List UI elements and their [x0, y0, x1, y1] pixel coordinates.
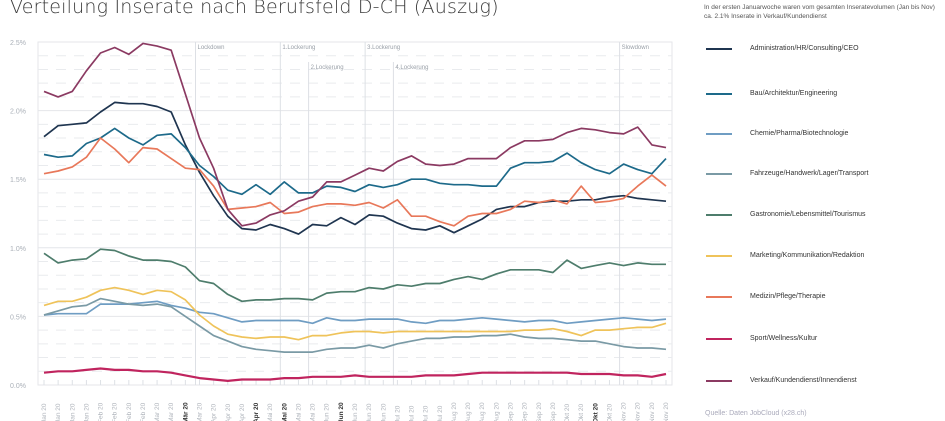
x-tick-label: Jul 20: [409, 405, 416, 421]
legend-label: Fahrzeuge/Handwerk/Lager/Transport: [750, 170, 869, 177]
legend-swatch: [706, 48, 732, 50]
y-tick-label: 0.5%: [10, 314, 26, 321]
legend-swatch: [706, 255, 732, 257]
x-tick-label: Jun 20: [338, 402, 345, 421]
x-tick-label: Nov 20: [635, 402, 642, 421]
legend-swatch: [706, 173, 732, 175]
event-marker-label: Lockdown: [198, 45, 225, 51]
legend-swatch: [706, 380, 732, 382]
x-tick-label: Feb 20: [112, 402, 119, 421]
x-tick-label: Jan 20: [83, 403, 90, 421]
x-tick-label: Mar 20: [197, 402, 204, 421]
series-line: [43, 248, 666, 303]
x-tick-label: Jul 20: [423, 405, 430, 421]
x-tick-label: Jun 20: [366, 403, 373, 421]
event-marker-label: 2.Lockerung: [311, 65, 344, 71]
x-tick-label: Okt 20: [578, 403, 585, 421]
legend-swatch: [706, 296, 732, 298]
x-tick-label: Nov 20: [663, 402, 670, 421]
x-tick-label: Mar 20: [154, 402, 161, 421]
legend-swatch: [706, 338, 732, 340]
y-tick-label: 1.5%: [10, 177, 26, 184]
legend-swatch: [706, 214, 732, 216]
series-line: [43, 300, 667, 325]
x-tick-label: Okt 20: [606, 403, 613, 421]
x-tick-label: Aug 20: [451, 402, 458, 421]
x-tick-label: Feb 20: [126, 402, 133, 421]
line-chart: 0.0% 0.5% 1.0% 1.5% 2.0% 2.5% Lockdown 1.Locker…: [10, 40, 673, 421]
x-tick-label: Jun 20: [380, 403, 387, 421]
legend-item: Medizin/Pflege/Therapie: [700, 291, 945, 303]
x-tick-label: Jul 20: [394, 405, 401, 421]
x-tick-label: Aug 20: [493, 402, 500, 421]
legend: Administration/HR/Consulting/CEO Bau/Arch…: [700, 0, 945, 421]
x-tick-label: Mai 20: [295, 403, 302, 421]
x-tick-label: Mai 20: [310, 403, 317, 421]
legend-item: Marketing/Kommunikation/Redaktion: [700, 250, 945, 262]
y-tick-label: 1.0%: [10, 246, 26, 253]
series-line: [43, 297, 667, 353]
x-tick-label: Jan 20: [69, 403, 76, 421]
x-tick-label: Jul 20: [437, 405, 444, 421]
event-marker-label: 4.Lockerung: [395, 65, 428, 71]
x-tick-label: Jun 20: [324, 403, 331, 421]
x-tick-label: Mär 20: [182, 402, 189, 421]
x-tick-label: Sep 20: [522, 402, 529, 421]
legend-label: Administration/HR/Consulting/CEO: [750, 45, 859, 52]
legend-label: Medizin/Pflege/Therapie: [750, 293, 826, 300]
x-tick-label: Apr 20: [211, 403, 218, 421]
x-tick-label: Aug 20: [479, 402, 486, 421]
y-tick-label: 2.0%: [10, 109, 26, 116]
legend-label: Marketing/Kommunikation/Redaktion: [750, 252, 865, 259]
legend-label: Verkauf/Kundendienst/Innendienst: [750, 377, 857, 384]
legend-item: Fahrzeuge/Handwerk/Lager/Transport: [700, 168, 945, 180]
x-tick-label: Jan 20: [55, 403, 62, 421]
x-tick-label: Nov 20: [649, 402, 656, 421]
x-tick-label: Okt 20: [564, 403, 571, 421]
series-line: [43, 42, 667, 227]
x-tick-label: Sep 20: [508, 402, 515, 421]
series-line: [43, 137, 667, 227]
x-tick-label: Apr 20: [253, 402, 260, 421]
legend-item: Gastronomie/Lebensmittel/Tourismus: [700, 209, 945, 221]
legend-item: Verkauf/Kundendienst/Innendienst: [700, 375, 945, 387]
series-line: [43, 367, 667, 382]
y-tick-label: 0.0%: [10, 383, 26, 390]
x-tick-label: Jun 20: [352, 403, 359, 421]
legend-label: Sport/Wellness/Kultur: [750, 335, 818, 342]
event-marker-label: 3.Lockerung: [367, 45, 400, 51]
event-marker-label: Slowdown: [622, 45, 649, 51]
series-line: [43, 101, 667, 235]
legend-swatch: [706, 93, 732, 95]
chart-note: In der ersten Januarwoche waren vom gesa…: [704, 4, 935, 20]
x-tick-label: Nov 20: [621, 402, 628, 421]
x-tick-label: Apr 20: [225, 403, 232, 421]
x-tick-label: Feb 20: [140, 402, 147, 421]
source-note: Quelle: Daten JobCloud (x28.ch): [705, 410, 807, 417]
x-tick-label: Mai 20: [281, 403, 288, 421]
x-tick-label: Mai 20: [267, 403, 274, 421]
legend-label: Gastronomie/Lebensmittel/Tourismus: [750, 211, 866, 218]
legend-item: Administration/HR/Consulting/CEO: [700, 43, 945, 55]
series-line: [43, 127, 667, 196]
legend-item: Bau/Architektur/Engineering: [700, 88, 945, 100]
x-tick-label: Sep 20: [536, 402, 543, 421]
x-tick-label: Sep 20: [550, 402, 557, 421]
series-line: [43, 286, 667, 341]
legend-label: Chemie/Pharma/Biotechnologie: [750, 130, 849, 137]
x-tick-label: Aug 20: [465, 402, 472, 421]
chart-title: Verteilung Inserate nach Berufsfeld D-CH…: [10, 0, 499, 18]
x-tick-label: Okt 20: [592, 403, 599, 421]
legend-label: Bau/Architektur/Engineering: [750, 90, 838, 97]
x-tick-label: Apr 20: [239, 403, 246, 421]
legend-item: Chemie/Pharma/Biotechnologie: [700, 128, 945, 140]
x-tick-label: Feb 20: [98, 402, 105, 421]
event-marker-label: 1.Lockerung: [282, 45, 315, 51]
x-tick-label: Jan 20: [41, 403, 48, 421]
legend-swatch: [706, 133, 732, 135]
x-tick-label: Mar 20: [168, 402, 175, 421]
y-tick-label: 2.5%: [10, 40, 26, 47]
legend-item: Sport/Wellness/Kultur: [700, 333, 945, 345]
